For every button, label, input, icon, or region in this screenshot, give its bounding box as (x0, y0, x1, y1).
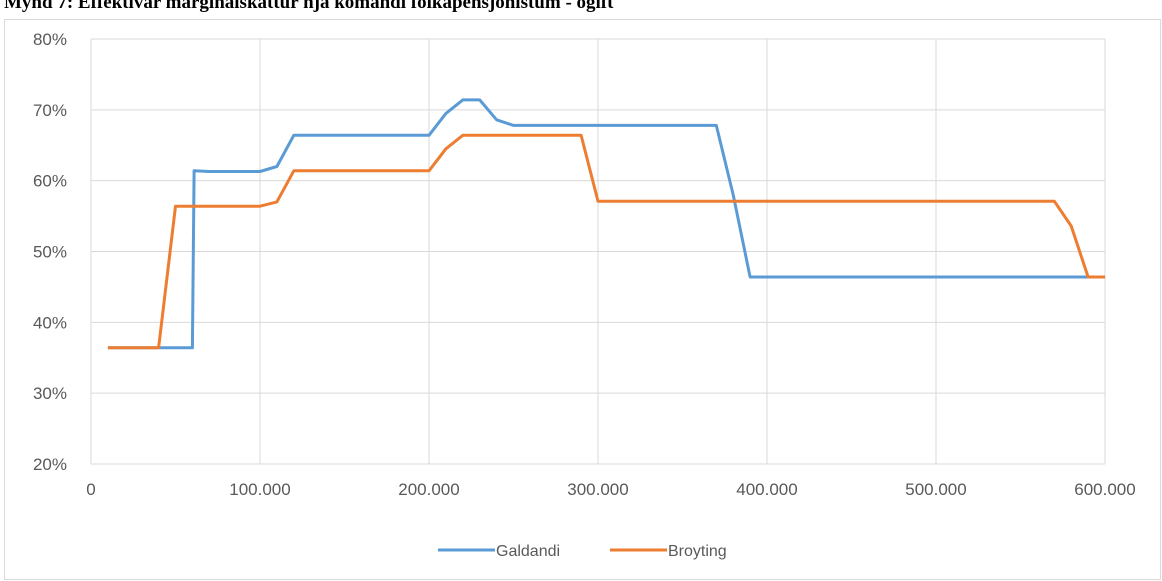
series-line-broyting (107, 133, 1105, 350)
y-tick-label: 40% (33, 313, 67, 332)
y-tick-label: 20% (33, 455, 67, 474)
x-tick-label: 100.000 (229, 480, 290, 499)
y-tick-label: 70% (33, 101, 67, 120)
y-tick-label: 80% (33, 30, 67, 49)
legend-label-broyting: Broyting (668, 543, 727, 560)
x-tick-label: 300.000 (567, 480, 628, 499)
gridlines (90, 38, 1106, 465)
y-axis-ticks: 20% 30% 40% 50% 60% 70% 80% (33, 30, 67, 474)
x-tick-label: 600.000 (1074, 480, 1135, 499)
series-line-galdandi (107, 98, 1105, 350)
x-axis-ticks: 0 100.000 200.000 300.000 400.000 500.000 600.… (86, 480, 1135, 499)
y-tick-label: 60% (33, 172, 67, 191)
x-tick-label: 400.000 (736, 480, 797, 499)
chart-frame (4, 19, 1161, 580)
y-tick-label: 50% (33, 243, 67, 262)
legend-label-galdandi: Galdandi (496, 543, 560, 560)
legend: Galdandi Broyting (438, 543, 727, 560)
chart-title: Mynd 7: Effektívar marginalskattur hjá k… (4, 0, 614, 13)
x-tick-label: 200.000 (398, 480, 459, 499)
series-lines (107, 98, 1105, 350)
x-tick-label: 500.000 (905, 480, 966, 499)
x-tick-label: 0 (86, 480, 95, 499)
y-tick-label: 30% (33, 384, 67, 403)
